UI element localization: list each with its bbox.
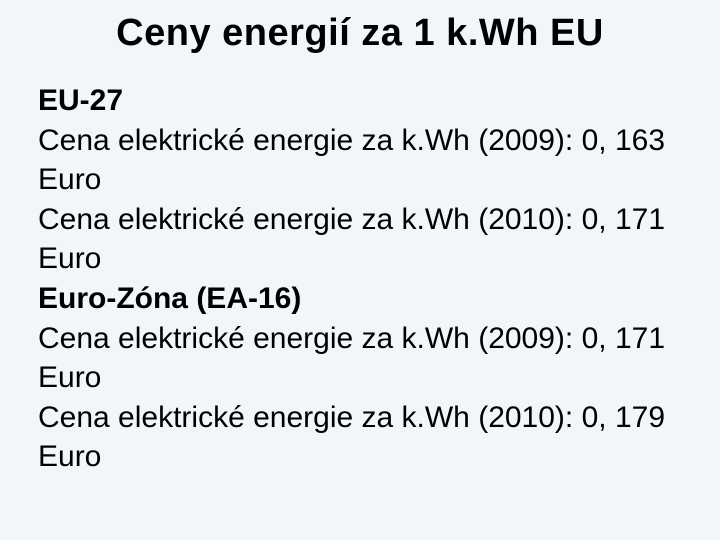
section-heading-eurozone: Euro-Zóna (EA-16) (38, 279, 682, 319)
price-2010-eu27: Cena elektrické energie za k.Wh (2010): … (38, 200, 682, 279)
page-title: Ceny energií za 1 k.Wh EU (38, 12, 682, 55)
section-heading-eu27: EU-27 (38, 81, 682, 121)
price-2009-eurozone: Cena elektrické energie za k.Wh (2009): … (38, 319, 682, 398)
price-2009-eu27: Cena elektrické energie za k.Wh (2009): … (38, 121, 682, 200)
price-2010-eurozone: Cena elektrické energie za k.Wh (2010): … (38, 398, 682, 477)
content-block: EU-27 Cena elektrické energie za k.Wh (2… (38, 81, 682, 477)
